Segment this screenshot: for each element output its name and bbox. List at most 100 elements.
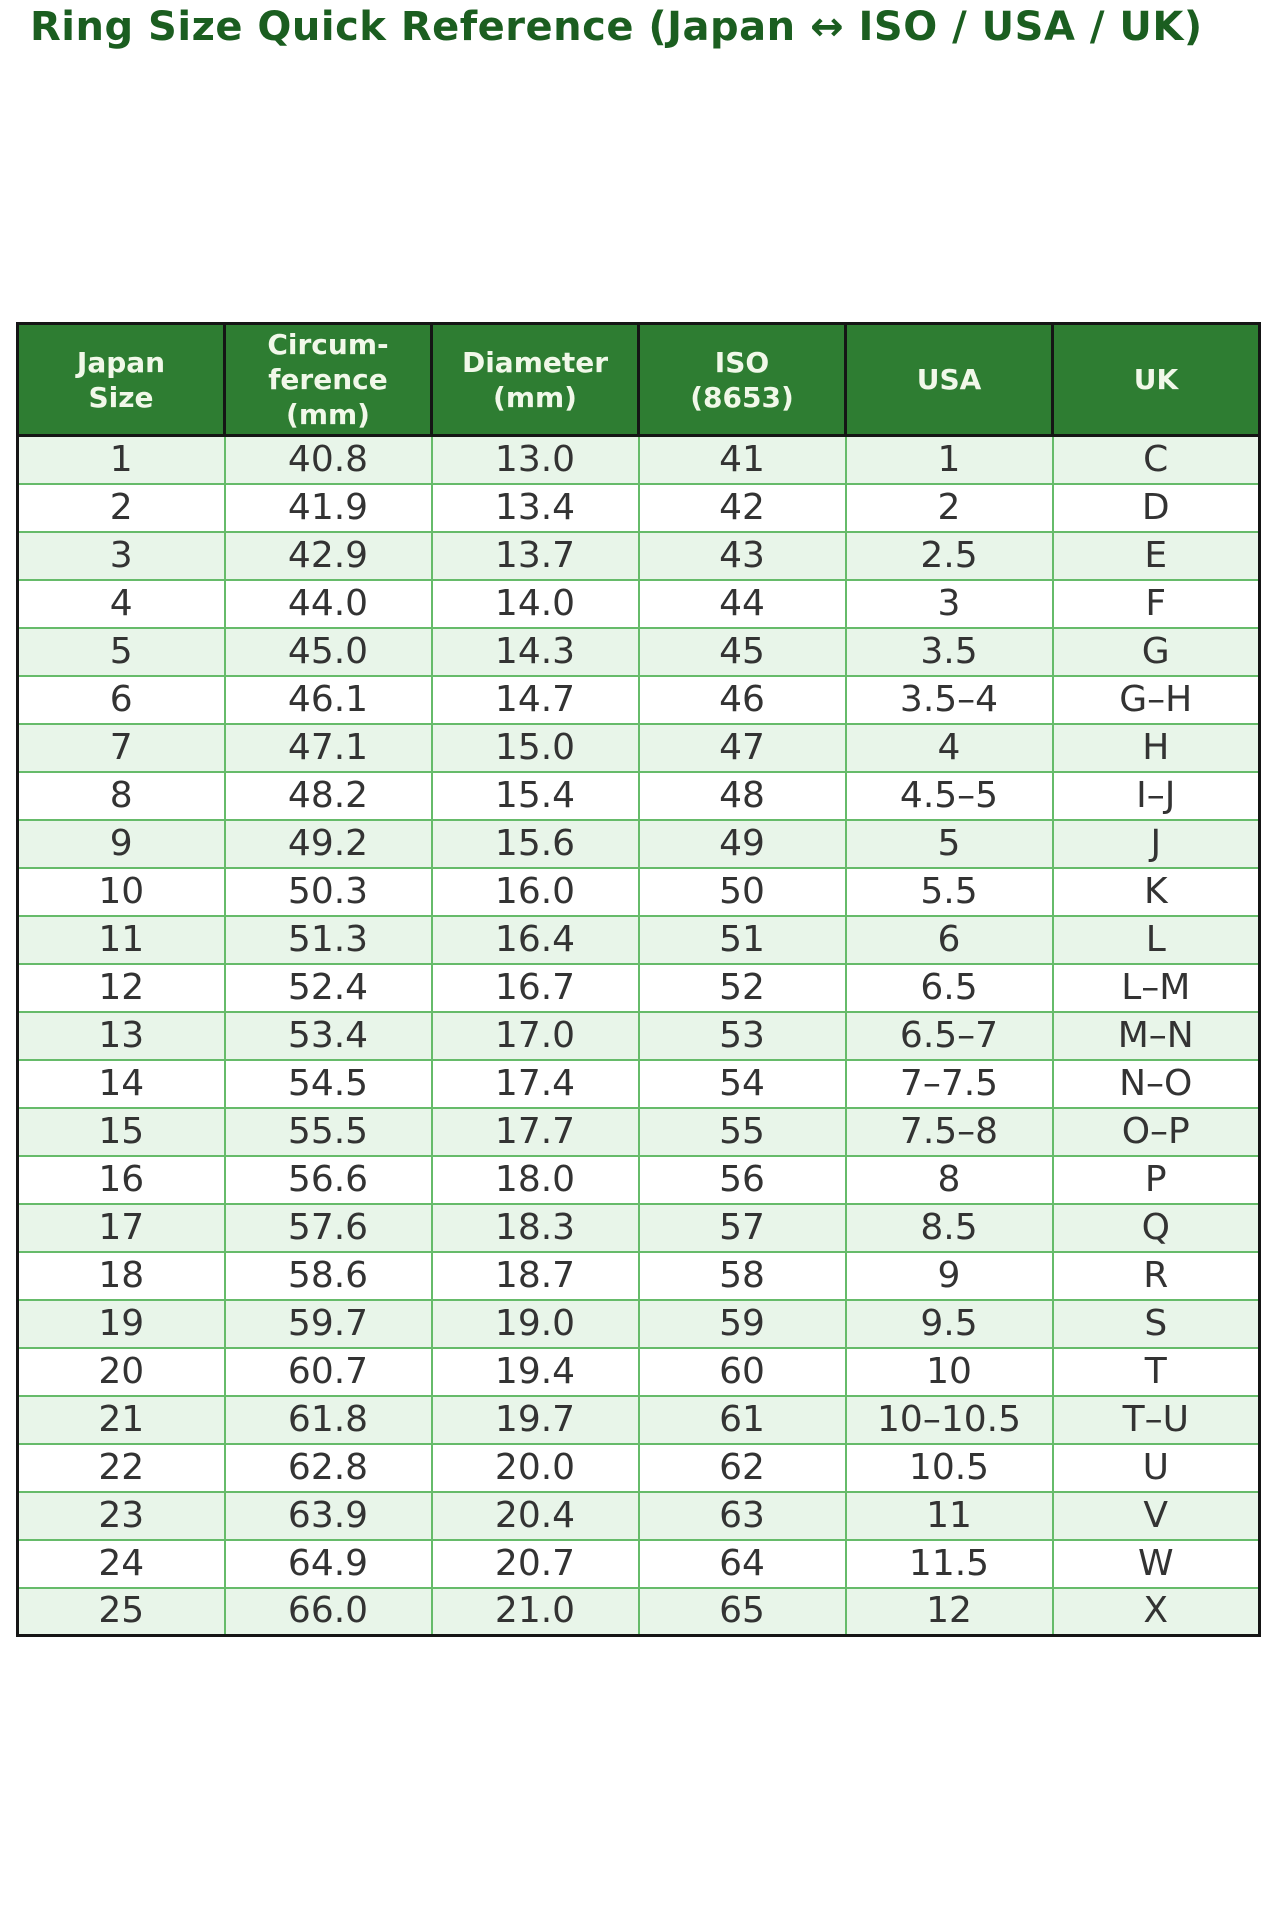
table-cell: 7	[16, 722, 226, 773]
table-cell: 54	[637, 1058, 847, 1109]
table-cell: 14.7	[430, 674, 640, 725]
table-row: 16 56.6 18.0 56 8 P	[16, 1154, 1261, 1205]
table-cell: K	[1051, 866, 1261, 917]
table-row: 2 41.9 13.4 42 2 D	[16, 482, 1261, 533]
table-cell: 10	[16, 866, 226, 917]
table-cell: 4	[16, 578, 226, 629]
table-cell: C	[1051, 434, 1261, 485]
table-cell: 53	[637, 1010, 847, 1061]
table-cell: X	[1051, 1586, 1261, 1637]
table-cell: 49	[637, 818, 847, 869]
table-cell: 57.6	[223, 1202, 433, 1253]
table-cell: W	[1051, 1538, 1261, 1589]
table-cell: 17	[16, 1202, 226, 1253]
table-cell: 11.5	[844, 1538, 1054, 1589]
table-row: 20 60.7 19.4 60 10 T	[16, 1346, 1261, 1397]
table-cell: 46	[637, 674, 847, 725]
table-cell: 15.4	[430, 770, 640, 821]
table-cell: 16.7	[430, 962, 640, 1013]
table-cell: 66.0	[223, 1586, 433, 1637]
table-cell: 20.0	[430, 1442, 640, 1493]
table-cell: G	[1051, 626, 1261, 677]
table-cell: N–O	[1051, 1058, 1261, 1109]
table-cell: 59.7	[223, 1298, 433, 1349]
table-cell: 20.7	[430, 1538, 640, 1589]
table-cell: 19.0	[430, 1298, 640, 1349]
table-cell: 4	[844, 722, 1054, 773]
table-cell: 25	[16, 1586, 226, 1637]
table-cell: T–U	[1051, 1394, 1261, 1445]
table-cell: 2	[844, 482, 1054, 533]
table-cell: 15	[16, 1106, 226, 1157]
table-cell: 9	[16, 818, 226, 869]
table-cell: 48	[637, 770, 847, 821]
table-cell: 19.7	[430, 1394, 640, 1445]
table-row: 8 48.2 15.4 48 4.5–5 I–J	[16, 770, 1261, 821]
table-cell: 15.6	[430, 818, 640, 869]
table-cell: 53.4	[223, 1010, 433, 1061]
table-row: 25 66.0 21.0 65 12 X	[16, 1586, 1261, 1637]
table-cell: 17.0	[430, 1010, 640, 1061]
table-body: 1 40.8 13.0 41 1 C 2 41.9 13.4 42 2 D 3 42.9 13.7 43 2.5…	[16, 434, 1261, 1637]
table-cell: 56	[637, 1154, 847, 1205]
table-cell: E	[1051, 530, 1261, 581]
table-cell: 3	[844, 578, 1054, 629]
table-cell: 50.3	[223, 866, 433, 917]
table-cell: 6.5–7	[844, 1010, 1054, 1061]
table-cell: 6	[844, 914, 1054, 965]
table-row: 5 45.0 14.3 45 3.5 G	[16, 626, 1261, 677]
table-cell: 3.5–4	[844, 674, 1054, 725]
table-cell: 5.5	[844, 866, 1054, 917]
table-cell: 60.7	[223, 1346, 433, 1397]
table-cell: 41	[637, 434, 847, 485]
table-cell: 10.5	[844, 1442, 1054, 1493]
table-row: 7 47.1 15.0 47 4 H	[16, 722, 1261, 773]
table-cell: 8	[844, 1154, 1054, 1205]
table-cell: 49.2	[223, 818, 433, 869]
table-cell: O–P	[1051, 1106, 1261, 1157]
table-cell: 12	[844, 1586, 1054, 1637]
table-cell: 47.1	[223, 722, 433, 773]
table-cell: 60	[637, 1346, 847, 1397]
table-cell: 41.9	[223, 482, 433, 533]
table-cell: 54.5	[223, 1058, 433, 1109]
table-cell: 8.5	[844, 1202, 1054, 1253]
table-cell: P	[1051, 1154, 1261, 1205]
table-row: 19 59.7 19.0 59 9.5 S	[16, 1298, 1261, 1349]
table-cell: 14	[16, 1058, 226, 1109]
table-row: 13 53.4 17.0 53 6.5–7 M–N	[16, 1010, 1261, 1061]
table-cell: 21	[16, 1394, 226, 1445]
table-row: 1 40.8 13.0 41 1 C	[16, 434, 1261, 485]
table-row: 11 51.3 16.4 51 6 L	[16, 914, 1261, 965]
table-cell: 18.3	[430, 1202, 640, 1253]
table-cell: 7–7.5	[844, 1058, 1054, 1109]
table-cell: 64	[637, 1538, 847, 1589]
table-cell: 48.2	[223, 770, 433, 821]
table-cell: U	[1051, 1442, 1261, 1493]
table-row: 3 42.9 13.7 43 2.5 E	[16, 530, 1261, 581]
table-cell: 20.4	[430, 1490, 640, 1541]
table-cell: 63.9	[223, 1490, 433, 1541]
table-cell: 61.8	[223, 1394, 433, 1445]
table-cell: 6.5	[844, 962, 1054, 1013]
table-row: 4 44.0 14.0 44 3 F	[16, 578, 1261, 629]
table-cell: L–M	[1051, 962, 1261, 1013]
table-cell: M–N	[1051, 1010, 1261, 1061]
table-cell: 45.0	[223, 626, 433, 677]
table-cell: 18.7	[430, 1250, 640, 1301]
table-cell: 3.5	[844, 626, 1054, 677]
table-cell: 10–10.5	[844, 1394, 1054, 1445]
table-row: 9 49.2 15.6 49 5 J	[16, 818, 1261, 869]
table-cell: 58.6	[223, 1250, 433, 1301]
table-cell: 42	[637, 482, 847, 533]
table-cell: 13.4	[430, 482, 640, 533]
table-row: 10 50.3 16.0 50 5.5 K	[16, 866, 1261, 917]
table-cell: R	[1051, 1250, 1261, 1301]
table-cell: T	[1051, 1346, 1261, 1397]
table-cell: 61	[637, 1394, 847, 1445]
table-cell: 22	[16, 1442, 226, 1493]
table-cell: 13.7	[430, 530, 640, 581]
table-cell: 19.4	[430, 1346, 640, 1397]
table-cell: 17.4	[430, 1058, 640, 1109]
